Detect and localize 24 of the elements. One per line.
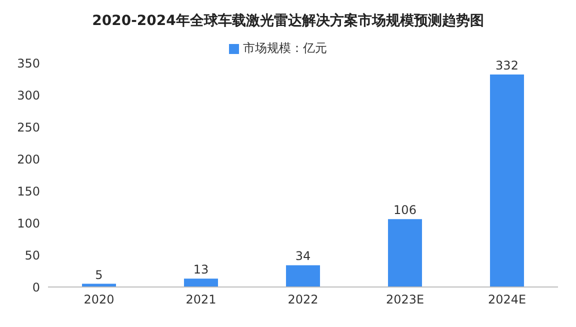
- data-label: 5: [95, 268, 103, 282]
- y-tick-label: 250: [17, 120, 40, 134]
- y-tick-label: 200: [17, 152, 40, 166]
- x-tick-label: 2020: [84, 292, 114, 307]
- data-label: 332: [496, 58, 518, 73]
- x-tick-label: 2023E: [386, 292, 424, 307]
- x-tick-label: 2024E: [488, 292, 526, 307]
- chart-title: 2020-2024年全球车载激光雷达解决方案市场规模预测趋势图: [91, 12, 485, 31]
- x-tick-label: 2021: [186, 292, 216, 307]
- data-label: 13: [193, 262, 209, 277]
- bar: [184, 278, 218, 287]
- y-tick-label: 0: [32, 280, 40, 294]
- y-tick-label: 50: [24, 248, 40, 262]
- y-tick-label: 300: [17, 88, 40, 102]
- bar: [286, 265, 320, 287]
- legend-label: 市场规模：亿元: [243, 41, 327, 55]
- y-tick-label: 150: [17, 184, 40, 198]
- data-label: 106: [394, 203, 416, 218]
- data-label: 34: [295, 249, 311, 264]
- bar: [388, 219, 422, 287]
- y-tick-label: 350: [17, 56, 40, 70]
- bar: [490, 74, 524, 287]
- x-tick-label: 2022: [288, 292, 318, 307]
- y-tick-label: 100: [17, 216, 40, 230]
